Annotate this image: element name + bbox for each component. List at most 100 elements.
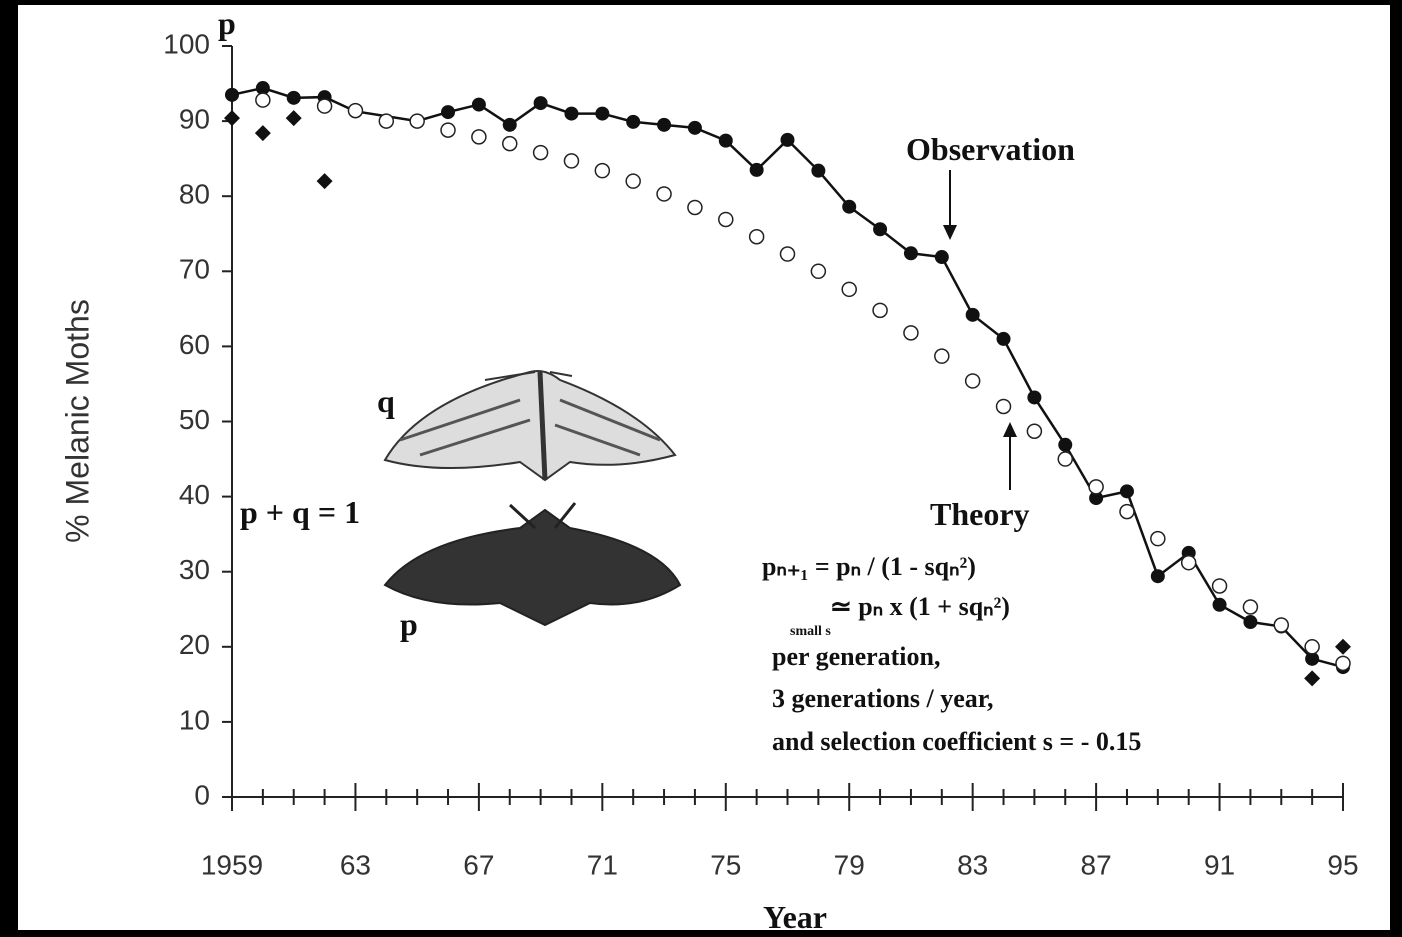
diamond-point — [1304, 670, 1321, 687]
note-line: and selection coefficient s = - 0.15 — [772, 727, 1141, 756]
open-point — [1242, 599, 1259, 615]
open-point — [471, 129, 487, 145]
open-point — [594, 162, 611, 179]
open-point — [1057, 451, 1073, 467]
open-point — [718, 211, 734, 228]
y-tick-label: 100 — [163, 28, 210, 59]
moth-q-label: q — [377, 383, 395, 419]
filled-point — [934, 250, 949, 265]
y-tick-label: 90 — [179, 103, 210, 134]
diamond-point — [316, 173, 333, 190]
filled-point — [1058, 437, 1073, 452]
filled-point — [286, 90, 301, 105]
filled-point — [996, 331, 1011, 346]
diamond-point — [224, 110, 240, 127]
open-point — [1088, 479, 1104, 495]
filled-point — [1119, 484, 1134, 499]
open-point — [934, 348, 950, 364]
open-point — [995, 398, 1012, 415]
filled-point — [471, 97, 486, 112]
formula-line: pₙ₊₁ = pₙ / (1 - sqₙ²) — [762, 552, 976, 581]
note-line: per generation, — [772, 642, 941, 671]
filled-point — [842, 199, 857, 214]
filled-point — [1305, 651, 1320, 666]
open-point — [316, 98, 333, 114]
filled-point — [1212, 597, 1227, 612]
open-point — [1180, 554, 1197, 571]
filled-point — [903, 246, 918, 261]
open-point — [532, 144, 549, 161]
note-line: 3 generations / year, — [772, 684, 993, 713]
diamond-point — [1335, 638, 1351, 655]
open-point — [440, 122, 456, 138]
x-tick-label: 67 — [463, 849, 494, 880]
y-tick-label: 30 — [179, 554, 210, 585]
y-tick-label: 40 — [179, 479, 210, 510]
x-tick-label: 87 — [1081, 849, 1112, 880]
arrowhead — [943, 225, 957, 240]
moth-light — [383, 370, 677, 482]
filled-point — [873, 222, 888, 237]
open-point — [1119, 503, 1135, 520]
formula-line: ≃ pₙ x (1 + sqₙ²) — [830, 592, 1010, 621]
filled-point — [1150, 569, 1165, 584]
filled-point — [1243, 615, 1258, 630]
open-point — [502, 135, 518, 152]
moth-dark — [383, 502, 682, 627]
open-point — [1273, 617, 1290, 633]
y-tick-label: 10 — [179, 704, 210, 735]
y-axis-label: % Melanic Moths — [59, 299, 95, 543]
x-tick-label: 79 — [834, 849, 865, 880]
open-point — [1304, 639, 1320, 655]
y-tick-label: 60 — [179, 329, 210, 360]
y-tick-label: 80 — [179, 179, 210, 210]
filled-point — [687, 120, 702, 135]
open-point — [1335, 655, 1351, 672]
x-tick-label: 63 — [340, 849, 371, 880]
y-tick-label: 70 — [179, 254, 210, 285]
theory-label: Theory — [930, 496, 1030, 532]
filled-point — [780, 132, 795, 147]
x-tick-label: 83 — [957, 849, 988, 880]
x-tick-label: 71 — [587, 849, 618, 880]
open-point — [903, 325, 919, 341]
observation-label: Observation — [906, 131, 1075, 167]
filled-point — [965, 307, 980, 322]
filled-point — [1027, 390, 1042, 405]
formula-subscript: small s — [790, 624, 831, 639]
open-point — [810, 263, 827, 280]
open-point — [687, 199, 703, 216]
open-point — [1211, 578, 1228, 594]
filled-point — [626, 114, 641, 129]
moth-p-label: p — [400, 606, 418, 642]
filled-point — [749, 162, 764, 177]
arrowhead — [1003, 422, 1017, 437]
open-point — [255, 92, 271, 108]
filled-point — [657, 117, 672, 132]
filled-point — [533, 96, 548, 111]
x-tick-label: 1959 — [201, 849, 263, 880]
filled-point — [502, 117, 517, 132]
diamond-point — [285, 110, 302, 127]
filled-point — [811, 163, 826, 178]
open-point — [1026, 423, 1043, 440]
open-point — [409, 113, 425, 129]
y-top-label: p — [218, 5, 236, 41]
open-point — [748, 229, 765, 245]
sum-label: p + q = 1 — [240, 494, 360, 530]
x-tick-label: 91 — [1204, 849, 1235, 880]
open-point — [872, 302, 888, 319]
filled-point — [225, 87, 239, 102]
open-point — [347, 102, 364, 119]
filled-point — [255, 81, 270, 96]
y-tick-label: 0 — [194, 779, 210, 810]
y-tick-label: 20 — [179, 629, 210, 660]
diamond-point — [254, 125, 271, 142]
open-point — [563, 153, 580, 169]
open-point — [964, 373, 981, 389]
open-point — [378, 113, 395, 129]
open-point — [1150, 530, 1166, 547]
filled-point — [441, 105, 456, 120]
